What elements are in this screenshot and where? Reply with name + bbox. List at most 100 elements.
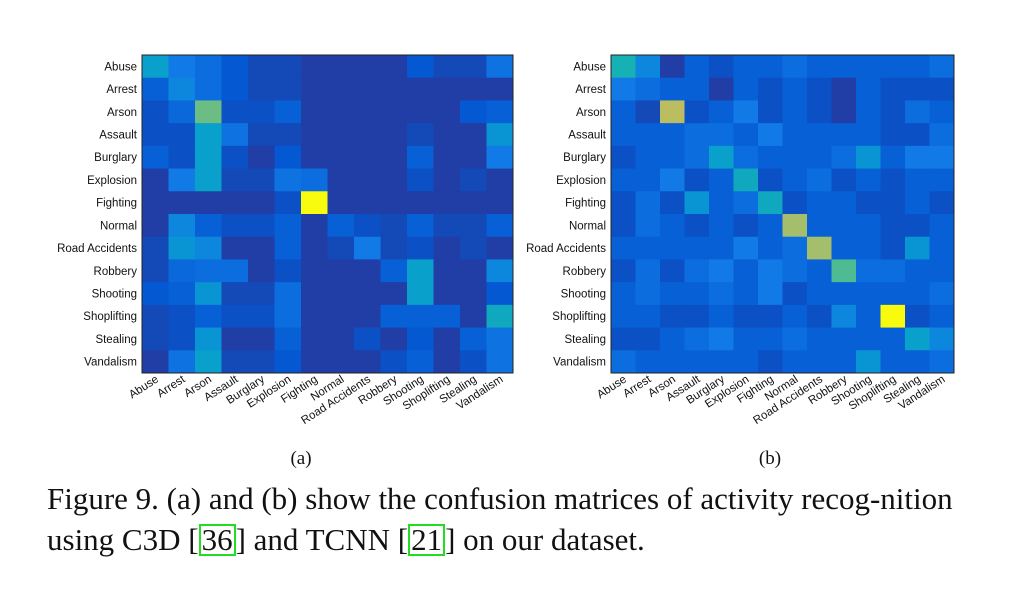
heatmap-cell bbox=[733, 259, 759, 283]
heatmap-cell bbox=[880, 55, 906, 79]
heatmap-cell bbox=[831, 55, 857, 79]
heatmap-cell bbox=[327, 100, 355, 124]
heatmap-cell bbox=[460, 327, 487, 351]
confusion-matrix-a: AbuseAbuseArrestArrestArsonArsonAssaultA… bbox=[57, 54, 514, 469]
heatmap-cell bbox=[831, 304, 857, 328]
heatmap-cell bbox=[929, 304, 955, 328]
heatmap-cell bbox=[807, 350, 832, 374]
y-tick-label: Normal bbox=[100, 220, 137, 232]
heatmap-cell bbox=[460, 282, 487, 306]
heatmap-cell bbox=[248, 145, 275, 169]
heatmap-cell bbox=[660, 100, 685, 124]
heatmap-cell bbox=[782, 123, 808, 147]
heatmap-cell bbox=[856, 214, 881, 238]
heatmap-cell bbox=[168, 77, 196, 101]
heatmap-cell bbox=[407, 145, 434, 169]
heatmap-cell bbox=[856, 145, 881, 169]
heatmap-cell bbox=[880, 168, 906, 192]
heatmap-cell bbox=[195, 55, 222, 79]
caption-text-middle: ] and TCNN [ bbox=[235, 522, 409, 557]
heatmap-cell bbox=[733, 350, 759, 374]
heatmap-cell bbox=[635, 304, 661, 328]
heatmap-cell bbox=[142, 77, 169, 101]
heatmap-cell bbox=[660, 282, 685, 306]
heatmap-cell bbox=[831, 350, 857, 374]
heatmap-cell bbox=[221, 145, 249, 169]
heatmap-cell bbox=[274, 350, 302, 374]
heatmap-cell bbox=[929, 327, 955, 351]
heatmap-cell bbox=[807, 259, 832, 283]
heatmap-cell bbox=[460, 191, 487, 215]
heatmap-cell bbox=[142, 168, 169, 192]
heatmap-cell bbox=[709, 282, 734, 306]
heatmap-cell bbox=[807, 327, 832, 351]
heatmap-cell bbox=[880, 145, 906, 169]
y-tick-label: Normal bbox=[569, 220, 606, 232]
citation-link-21[interactable]: 21 bbox=[408, 524, 446, 556]
heatmap-cell bbox=[684, 282, 710, 306]
heatmap-cell bbox=[433, 214, 461, 238]
heatmap-cell bbox=[142, 55, 169, 79]
heatmap-cell bbox=[301, 123, 328, 147]
heatmap-cell bbox=[142, 145, 169, 169]
heatmap-cell bbox=[660, 214, 685, 238]
heatmap-cell bbox=[611, 55, 636, 79]
heatmap-cell bbox=[831, 77, 857, 101]
heatmap-cell bbox=[880, 77, 906, 101]
heatmap-cell bbox=[248, 123, 275, 147]
heatmap-cell bbox=[380, 214, 408, 238]
heatmap-cell bbox=[460, 304, 487, 328]
heatmap-cell bbox=[782, 168, 808, 192]
heatmap-cell bbox=[905, 282, 930, 306]
heatmap-cell bbox=[660, 191, 685, 215]
plot-frame bbox=[141, 54, 514, 374]
heatmap-cell bbox=[929, 123, 955, 147]
heatmap-cell bbox=[929, 350, 955, 374]
heatmap-cell bbox=[195, 304, 222, 328]
heatmap-cell bbox=[486, 55, 514, 79]
heatmap-cell bbox=[327, 145, 355, 169]
heatmap-cell bbox=[807, 191, 832, 215]
heatmap-cell bbox=[195, 168, 222, 192]
heatmap-cell bbox=[433, 100, 461, 124]
heatmap-cell bbox=[354, 191, 381, 215]
heatmap-cell bbox=[274, 55, 302, 79]
heatmap-cell bbox=[168, 123, 196, 147]
heatmap-cell bbox=[327, 259, 355, 283]
heatmap-cell bbox=[856, 123, 881, 147]
heatmap-cell bbox=[460, 123, 487, 147]
heatmap-cell bbox=[195, 282, 222, 306]
heatmap-cell bbox=[611, 145, 636, 169]
heatmap-cell bbox=[905, 350, 930, 374]
heatmap-cell bbox=[274, 327, 302, 351]
heatmap-cell bbox=[460, 77, 487, 101]
heatmap-cell bbox=[782, 350, 808, 374]
heatmap-cell bbox=[301, 259, 328, 283]
heatmap-cell bbox=[782, 191, 808, 215]
y-tick-label: Fighting bbox=[565, 198, 606, 210]
heatmap-cell bbox=[274, 77, 302, 101]
heatmap-cell bbox=[248, 55, 275, 79]
y-tick-label: Shoplifting bbox=[552, 311, 606, 323]
heatmap-cell bbox=[142, 350, 169, 374]
heatmap-cell bbox=[611, 350, 636, 374]
y-tick-label: Road Accidents bbox=[57, 243, 137, 255]
heatmap-cell bbox=[327, 350, 355, 374]
heatmap-cell bbox=[274, 145, 302, 169]
x-tick-label: Arrest bbox=[155, 373, 188, 400]
heatmap-cell bbox=[782, 100, 808, 124]
heatmap-cell bbox=[407, 327, 434, 351]
heatmap-cell bbox=[486, 191, 514, 215]
heatmap-cell bbox=[168, 168, 196, 192]
heatmap-cell bbox=[856, 350, 881, 374]
heatmap-cell bbox=[274, 191, 302, 215]
heatmap-cell bbox=[880, 123, 906, 147]
heatmap-cell bbox=[709, 55, 734, 79]
citation-link-36[interactable]: 36 bbox=[198, 524, 236, 556]
plot-frame bbox=[610, 54, 955, 374]
heatmap-cell bbox=[611, 304, 636, 328]
heatmap-cell bbox=[684, 168, 710, 192]
heatmap-cell bbox=[807, 77, 832, 101]
heatmap-cell bbox=[635, 327, 661, 351]
y-tick-label: Explosion bbox=[556, 175, 606, 187]
